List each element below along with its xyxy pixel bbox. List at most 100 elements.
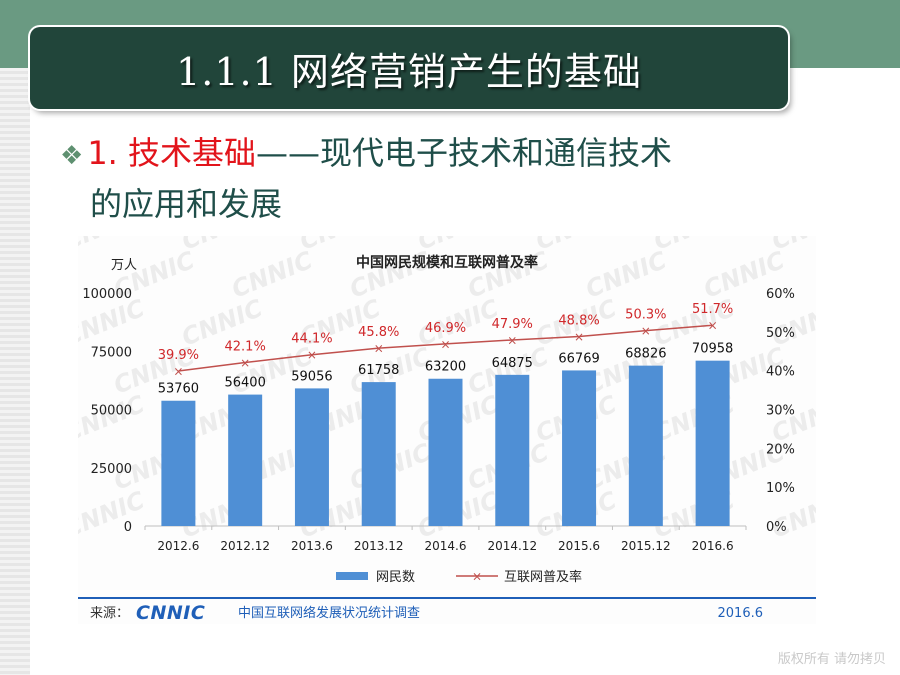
x-tick-label: 2012.12: [220, 539, 270, 553]
x-tick-label: 2014.6: [425, 539, 467, 553]
rate-value-labels: 39.9% 42.1% 44.1% 45.8% 46.9% 47.9% 48.8% 50.3%…: [158, 302, 734, 363]
bar: [495, 374, 530, 526]
x-tick-label: 2013.6: [291, 539, 333, 553]
watermark-text: CNNIC: [228, 246, 317, 304]
chart-title: 中国网民规模和互联网普及率: [356, 254, 538, 271]
rate-value-label: 39.9%: [158, 348, 199, 363]
watermark-text: CNNIC: [78, 390, 149, 448]
rate-marker: ×: [307, 348, 317, 362]
watermark-text: CNNIC: [78, 294, 149, 352]
source-label: 来源：: [90, 606, 129, 621]
right-axis-ticks: 0% 10% 20% 30% 40% 50% 60%: [766, 287, 795, 535]
rate-marker: ×: [708, 319, 718, 333]
rate-value-label: 48.8%: [558, 313, 599, 328]
x-tick-label: 2016.6: [692, 539, 734, 553]
bar-value-label: 70958: [692, 342, 733, 357]
source-text: 中国互联网络发展状况统计调查: [238, 605, 420, 621]
bullet-line-1: ❖ 1. 技术基础——现代电子技术和通信技术: [60, 133, 672, 176]
copyright-note: 版权所有 请勿拷贝: [777, 652, 886, 667]
rate-value-label: 42.1%: [225, 340, 266, 355]
bar: [628, 365, 663, 526]
left-axis-ticks: 0 25000 50000 75000 100000: [82, 287, 132, 535]
source-date: 2016.6: [718, 606, 764, 621]
rate-value-label: 47.9%: [492, 317, 533, 332]
watermark-text: CNNIC: [582, 246, 671, 304]
slide-title: 1.1.1 网络营销产生的基础: [176, 49, 642, 94]
watermark-text: CNNIC: [650, 236, 739, 256]
right-tick-label: 30%: [766, 404, 795, 419]
chart-panel: CNNIC CNNIC CNNIC CNNIC CNNIC CNNIC CNNIC CNNIC…: [78, 236, 816, 624]
right-tick-label: 50%: [766, 326, 795, 341]
watermark-text: CNNIC: [78, 236, 149, 256]
rate-value-label: 44.1%: [291, 332, 332, 347]
rate-marker: ×: [641, 324, 651, 338]
y-axis-unit: 万人: [111, 258, 137, 273]
watermark-text: CNNIC: [532, 236, 621, 256]
left-tick-label: 100000: [82, 287, 132, 302]
bar: [228, 394, 263, 526]
bar-value-label: 64875: [492, 356, 533, 371]
rate-line: [178, 324, 713, 372]
legend-line-marker: ×: [472, 570, 482, 584]
x-axis-ticks: 2012.6 2012.12 2013.6 2013.12 2014.6 2014.12 2…: [144, 526, 747, 553]
left-striped-border: [0, 68, 30, 675]
right-tick-label: 60%: [766, 287, 795, 302]
bullet-highlight: 技术基础: [128, 134, 257, 172]
legend-bar-label: 网民数: [376, 570, 415, 585]
left-tick-label: 50000: [91, 404, 132, 419]
bar-value-label: 63200: [425, 360, 466, 375]
rate-marker: ×: [173, 365, 183, 379]
right-tick-label: 0%: [766, 520, 787, 535]
x-tick-label: 2013.12: [354, 539, 404, 553]
bar-value-label: 59056: [291, 369, 332, 384]
rate-marker: ×: [440, 337, 450, 351]
rate-marker: ×: [240, 356, 250, 370]
rate-value-label: 45.8%: [358, 325, 399, 340]
bullet-text-line2: 的应用和发展: [90, 185, 283, 223]
bar-value-label: 68826: [625, 347, 666, 362]
watermark-text: CNNIC: [78, 486, 149, 544]
left-tick-label: 0: [124, 520, 132, 535]
bar: [562, 370, 597, 526]
cnnic-logo: CNNIC: [136, 602, 205, 624]
bar-value-label: 61758: [358, 363, 399, 378]
watermark-text: CNNIC: [414, 236, 503, 256]
x-tick-label: 2015.12: [621, 539, 671, 553]
x-tick-label: 2015.6: [558, 539, 600, 553]
left-tick-label: 75000: [91, 345, 132, 360]
bullet-text-line1: ——现代电子技术和通信技术: [256, 134, 673, 172]
legend-line-label: 互联网普及率: [504, 569, 582, 585]
rate-value-label: 46.9%: [425, 321, 466, 336]
right-tick-label: 10%: [766, 481, 795, 496]
rate-value-label: 51.7%: [692, 302, 733, 317]
right-tick-label: 20%: [766, 442, 795, 457]
right-tick-label: 40%: [766, 365, 795, 380]
bar: [428, 378, 463, 526]
rate-marker: ×: [374, 342, 384, 356]
bar: [361, 382, 396, 526]
left-tick-label: 25000: [91, 462, 132, 477]
x-tick-label: 2014.12: [487, 539, 537, 553]
bar: [294, 388, 329, 526]
bar-value-label: 66769: [558, 351, 599, 366]
bullet-number: 1.: [87, 134, 129, 172]
bar-value-label: 53760: [158, 382, 199, 397]
rate-value-label: 50.3%: [625, 308, 666, 323]
watermark-text: CNNIC: [178, 236, 267, 256]
rate-marker: ×: [507, 333, 517, 347]
bar-value-label: 56400: [224, 376, 265, 391]
rate-marker: ×: [574, 330, 584, 344]
x-tick-label: 2012.6: [157, 539, 199, 553]
diamond-bullet-icon: ❖: [60, 141, 84, 171]
watermark-text: CNNIC: [296, 236, 385, 256]
bar-value-labels: 53760 56400 59056 61758 63200 64875 66769 68826…: [158, 342, 734, 397]
legend-bar-swatch: [336, 572, 368, 580]
rate-markers: × × × × × × × × ×: [173, 319, 717, 379]
bullet-line-2: 的应用和发展: [90, 184, 282, 224]
bar: [695, 360, 730, 526]
bar-series: [161, 360, 730, 526]
chart-legend: 网民数 × 互联网普及率: [336, 569, 582, 585]
title-bar: 1.1.1 网络营销产生的基础: [30, 27, 788, 109]
bar: [161, 400, 196, 526]
